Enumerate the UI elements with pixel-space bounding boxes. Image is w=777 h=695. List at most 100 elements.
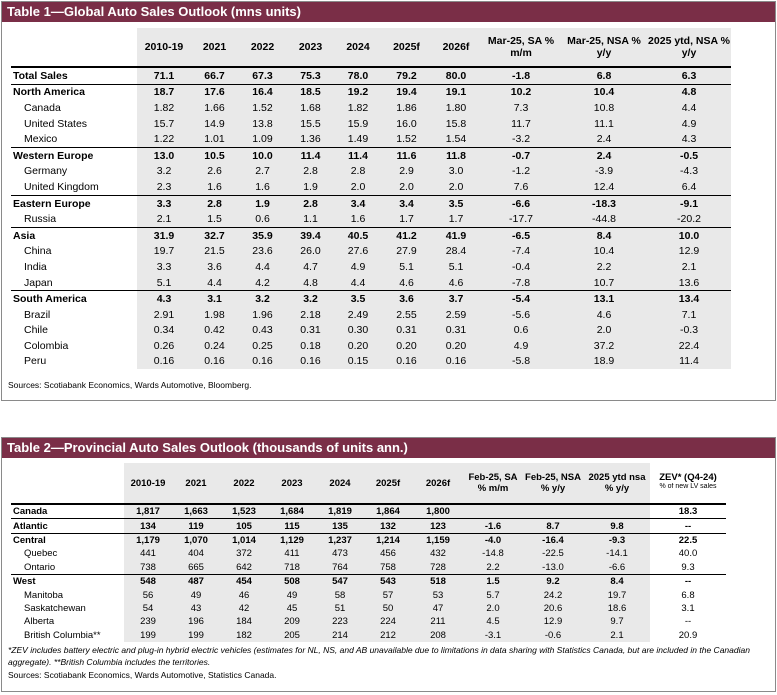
value-cell: 0.26 <box>137 338 191 354</box>
change-cell: 10.8 <box>561 100 647 116</box>
value-cell: 46 <box>220 588 268 602</box>
value-cell: 1.52 <box>238 100 287 116</box>
value-cell: 0.20 <box>382 338 431 354</box>
change-cell: -5.8 <box>481 353 561 370</box>
year-header: 2021 <box>172 463 220 504</box>
value-cell: 1.82 <box>334 100 382 116</box>
change-cell: -18.3 <box>561 194 647 212</box>
value-cell: 58 <box>316 588 364 602</box>
change-cell: 5.7 <box>464 588 522 602</box>
value-cell: 11.4 <box>287 146 334 164</box>
row-label: West <box>11 573 124 589</box>
change-subheader: y/y <box>561 47 647 67</box>
value-cell: 1,817 <box>124 503 172 519</box>
value-cell: 1.1 <box>287 211 334 228</box>
change-cell: 4.9 <box>481 338 561 354</box>
value-cell: 15.7 <box>137 115 191 132</box>
table1-panel: Table 1—Global Auto Sales Outlook (mns u… <box>1 1 776 401</box>
value-cell: 71.1 <box>137 65 191 85</box>
row-label: Peru <box>24 355 47 368</box>
value-cell: 1.80 <box>431 100 481 116</box>
row-label: Total Sales <box>11 65 137 85</box>
table-row: United Kingdom 2.3 1.6 1.6 1.9 2.0 2.0 2.0 7.6 12… <box>11 179 731 196</box>
change-cell: 6.3 <box>647 65 731 85</box>
change-header: 2025 ytd, NSA % <box>647 28 731 47</box>
change-cell <box>584 503 650 519</box>
value-cell: 2.8 <box>287 194 334 212</box>
value-cell: 209 <box>268 615 316 629</box>
value-cell: 2.8 <box>191 194 238 212</box>
value-cell: 184 <box>220 615 268 629</box>
value-cell: 196 <box>172 615 220 629</box>
change-cell: -17.7 <box>481 211 561 228</box>
value-cell: 543 <box>364 573 412 589</box>
change-cell: -14.1 <box>584 547 650 561</box>
value-cell: 3.4 <box>382 194 431 212</box>
value-cell: 57 <box>364 588 412 602</box>
value-cell: 0.30 <box>334 322 382 339</box>
row-label: Ontario <box>24 561 56 573</box>
change-cell: 2.2 <box>464 560 522 575</box>
value-cell: 4.7 <box>287 259 334 275</box>
value-cell: 2.9 <box>382 163 431 180</box>
value-cell: 1.6 <box>238 179 287 196</box>
table1-source: Sources: Scotiabank Economics, Wards Aut… <box>8 380 252 390</box>
value-cell: 199 <box>124 628 172 642</box>
value-cell: 205 <box>268 628 316 642</box>
change-cell: -44.8 <box>561 211 647 228</box>
value-cell: 3.6 <box>191 259 238 275</box>
change-cell: -1.2 <box>481 163 561 180</box>
change-cell: 8.7 <box>522 518 584 534</box>
value-cell: 0.16 <box>287 353 334 370</box>
value-cell: 5.1 <box>382 259 431 275</box>
value-cell: 0.31 <box>382 322 431 339</box>
change-cell: 2.1 <box>647 259 731 275</box>
row-label: Russia <box>24 213 57 226</box>
change-cell: -13.0 <box>522 560 584 575</box>
value-cell: 18.7 <box>137 83 191 101</box>
value-cell: 15.9 <box>334 115 382 132</box>
value-cell: 3.6 <box>382 290 431 307</box>
change-cell: 9.3 <box>681 561 695 573</box>
row-label: China <box>24 245 52 258</box>
change-cell: 7.3 <box>481 100 561 116</box>
table-row: United States 15.7 14.9 13.8 15.5 15.9 16.0 15.… <box>11 115 731 132</box>
change-subheader: % m/m <box>464 483 522 504</box>
value-cell: 1,070 <box>172 532 220 548</box>
value-cell: 67.3 <box>238 65 287 85</box>
change-cell: 2.0 <box>561 322 647 339</box>
value-cell: 3.3 <box>137 194 191 212</box>
row-label: Canada <box>24 101 61 114</box>
value-cell: 56 <box>124 588 172 602</box>
table-row: Chile 0.34 0.42 0.43 0.31 0.30 0.31 0.31 0.6 2.0-… <box>11 322 731 339</box>
value-cell: 456 <box>364 547 412 561</box>
value-cell: 2.49 <box>334 306 382 323</box>
value-cell: 3.2 <box>137 163 191 180</box>
change-cell: 24.2 <box>522 588 584 602</box>
table-row: Russia 2.1 1.5 0.6 1.1 1.6 1.7 1.7 -17.7 -44.8 -20… <box>11 211 731 228</box>
table-row: Ontario 738 665 642 718 764 758 728 2.2 -13.0 -6.6… <box>11 560 726 575</box>
change-subheader: % y/y <box>584 483 650 504</box>
value-cell: 1,014 <box>220 532 268 548</box>
value-cell: 4.3 <box>137 290 191 307</box>
value-cell: 0.24 <box>191 338 238 354</box>
value-cell: 135 <box>316 518 364 534</box>
value-cell: 1,864 <box>364 503 412 519</box>
value-cell: 1.5 <box>191 211 238 228</box>
change-cell: 1.5 <box>464 573 522 589</box>
table2-title: Table 2—Provincial Auto Sales Outlook (t… <box>2 438 775 458</box>
value-cell: 21.5 <box>191 243 238 260</box>
row-label: Manitoba <box>24 589 64 601</box>
table-row: Colombia 0.26 0.24 0.25 0.18 0.20 0.20 0.20 4.9 3… <box>11 338 731 354</box>
change-cell: -4.0 <box>464 532 522 548</box>
table-row: China 19.7 21.5 23.6 26.0 27.6 27.9 28.4 -7.4 10.… <box>11 243 731 260</box>
row-label: United Kingdom <box>24 180 99 193</box>
value-cell: 728 <box>412 560 464 575</box>
value-cell: 49 <box>268 588 316 602</box>
group-total-row: Eastern Europe 3.3 2.8 1.9 2.8 3.4 3.4 3.5 -6.6-… <box>11 194 731 212</box>
value-cell: 1,819 <box>316 503 364 519</box>
value-cell: 1.09 <box>238 131 287 148</box>
row-label: North America <box>11 83 137 101</box>
value-cell: 15.8 <box>431 115 481 132</box>
change-cell: -4.3 <box>647 163 731 180</box>
